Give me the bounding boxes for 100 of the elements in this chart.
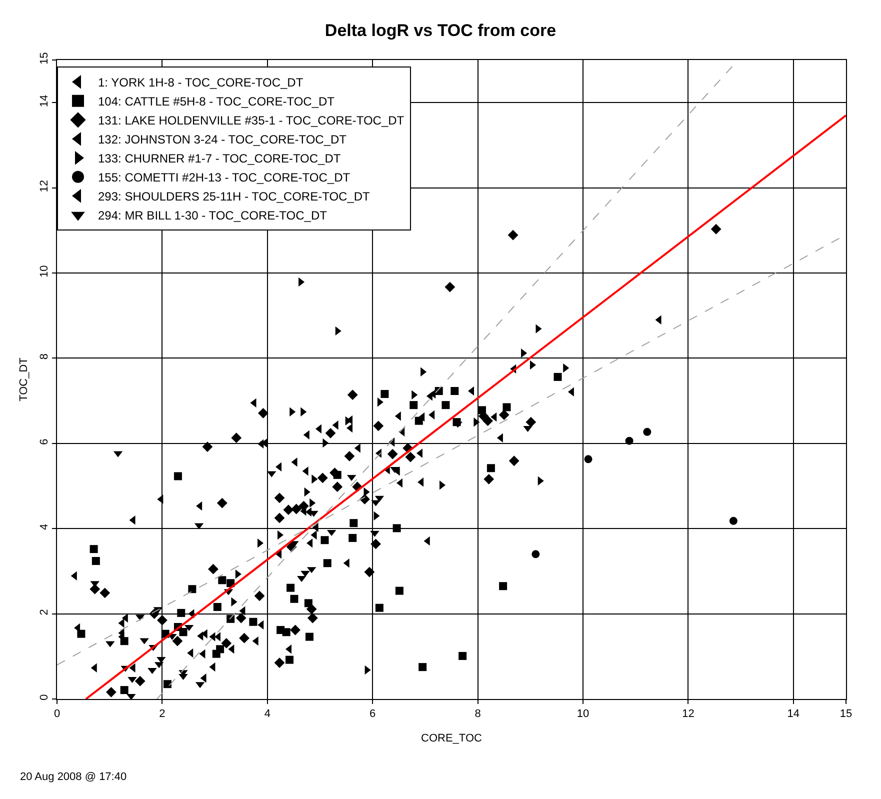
point (90, 545, 98, 554)
legend-label: 293: SHOULDERS 25-11H - TOC_CORE-TOC_DT (98, 190, 371, 204)
point (373, 420, 384, 432)
point (174, 472, 182, 480)
point (350, 519, 358, 528)
point (213, 602, 222, 611)
point (332, 482, 343, 492)
point (387, 448, 398, 460)
chart-title: Delta logR vs TOC from core (324, 20, 556, 40)
point (444, 282, 456, 292)
point (92, 556, 100, 565)
point (348, 534, 357, 542)
legend-label: 132: JOHNSTON 3-24 - TOC_CORE-TOC_DT (98, 132, 348, 147)
point (729, 516, 738, 525)
point (274, 512, 285, 524)
point (177, 608, 186, 617)
point (442, 401, 450, 410)
point (418, 663, 427, 672)
point (330, 468, 340, 478)
point (120, 637, 128, 646)
point (526, 416, 536, 428)
point (486, 464, 495, 472)
point (508, 456, 520, 466)
x-tick-label: 4 (264, 708, 270, 720)
point (236, 612, 246, 624)
point (370, 538, 381, 550)
legend-label: 294: MR BILL 1-30 - TOC_CORE-TOC_DT (98, 208, 328, 223)
point (100, 588, 110, 598)
point (305, 632, 314, 641)
point (221, 638, 232, 648)
point (274, 658, 285, 668)
y-tick-label: 8 (38, 353, 51, 360)
point (375, 604, 384, 612)
x-tick-label: 10 (576, 708, 590, 720)
y-tick-label: 0 (38, 694, 51, 700)
x-tick-label: 14 (787, 708, 800, 720)
point (325, 428, 336, 438)
point (282, 628, 290, 636)
x-tick-label: 12 (682, 708, 694, 720)
text: 20 Aug 2008 @ 17:40 (20, 771, 127, 783)
point (502, 403, 511, 412)
x-tick-label: 15 (840, 708, 852, 720)
y-tick-label: 10 (38, 265, 51, 278)
point (625, 436, 634, 445)
point (77, 630, 86, 638)
point (258, 408, 268, 418)
y-tick-label: 14 (38, 94, 51, 108)
point (380, 390, 389, 398)
point (216, 645, 224, 654)
point (157, 614, 168, 626)
point (306, 604, 317, 614)
x-axis-title: CORE_TOC (421, 732, 482, 744)
y-tick-label: 12 (38, 180, 51, 192)
point (226, 614, 235, 623)
point (508, 230, 518, 240)
legend-label: 131: LAKE HOLDENVILLE #35-1 - TOC_CORE-TOC_DT (98, 114, 405, 128)
point (643, 428, 652, 436)
legend-label: 155: COMETTI #2H-13 - TOC_CORE-TOC_DT (98, 170, 351, 185)
point (134, 676, 146, 686)
point (405, 452, 416, 462)
point (364, 566, 375, 578)
point (392, 524, 401, 532)
point (410, 401, 418, 410)
point (254, 590, 265, 602)
point (286, 584, 295, 592)
point (498, 410, 510, 420)
point (274, 492, 285, 504)
x-tick-label: 0 (54, 708, 60, 720)
x-tick-label: 6 (370, 708, 376, 720)
point (285, 656, 294, 664)
point (239, 632, 250, 644)
y-tick-label: 6 (38, 438, 51, 445)
point (163, 680, 172, 688)
point (216, 498, 228, 508)
point (290, 624, 300, 636)
point (218, 576, 226, 584)
x-tick-label: 2 (159, 708, 166, 720)
point (106, 686, 116, 698)
point (554, 372, 562, 381)
point (395, 586, 404, 595)
legend-label: 1: YORK 1H-8 - TOC_CORE-TOC_DT (98, 76, 304, 90)
point (499, 582, 508, 590)
legend-label: 104: CATTLE #5H-8 - TOC_CORE-TOC_DT (98, 94, 336, 109)
x-tick-label: 8 (474, 708, 481, 720)
point (484, 474, 494, 484)
y-axis-title: TOC_DT (18, 357, 30, 402)
point (307, 612, 318, 624)
point (344, 450, 355, 462)
point (347, 390, 358, 400)
legend-label: 133: CHURNER #1-7 - TOC_CORE-TOC_DT (98, 152, 342, 166)
point (323, 559, 332, 568)
point (458, 652, 467, 660)
point (231, 432, 242, 444)
point (317, 472, 328, 484)
point (320, 536, 329, 544)
point (188, 585, 196, 594)
point (710, 224, 722, 234)
point (249, 618, 258, 626)
y-tick-label: 4 (38, 524, 51, 530)
point (450, 387, 459, 395)
